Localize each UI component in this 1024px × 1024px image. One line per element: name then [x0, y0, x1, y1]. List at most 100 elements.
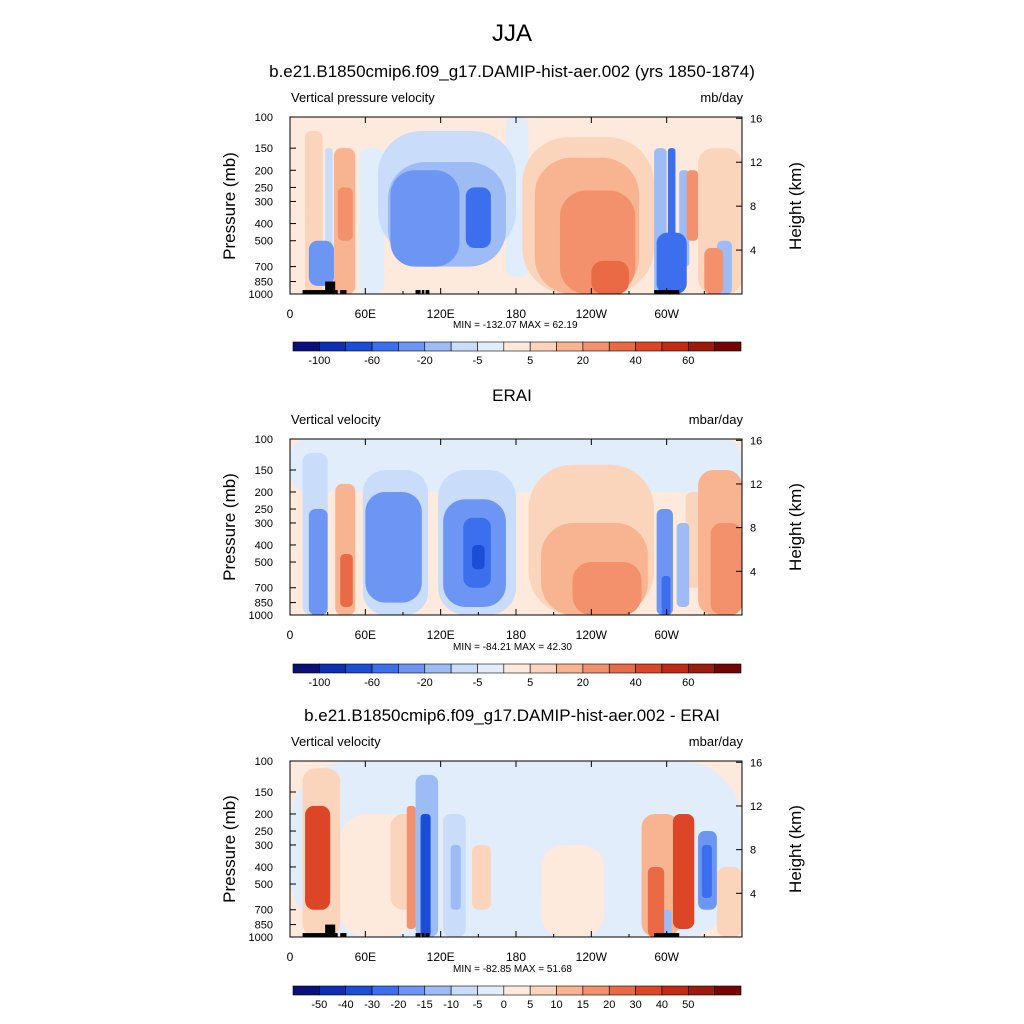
panel-2-min-max: MIN = -84.21 MAX = 42.30 — [453, 642, 572, 653]
panel-2-colorbar-box — [714, 663, 742, 674]
panel-3-colorbar-label: -20 — [390, 999, 406, 1011]
panel-2-colorbar-box — [556, 663, 584, 674]
panel-3-x-tick-label: 0 — [287, 950, 294, 964]
panel-3-colorbar-label: -15 — [417, 999, 433, 1011]
panel-3-x-tick-label: 180 — [506, 950, 526, 964]
panel-1-right-tick-label: 12 — [750, 157, 762, 169]
figure-title: JJA — [491, 20, 532, 47]
panel-1-y-tick-label: 150 — [255, 143, 273, 155]
panel-3-contour-region — [701, 844, 712, 898]
panel-3-y-tick-label: 1000 — [249, 932, 273, 944]
panel-1-terrain — [302, 290, 338, 294]
panel-3-colorbar-box — [345, 985, 373, 996]
panel-3-y-tick-label: 500 — [255, 879, 273, 891]
panel-3-contour-region — [541, 844, 604, 937]
panel-1-y-tick-label: 1000 — [249, 289, 273, 301]
panel-2-colorbar-box — [503, 663, 531, 674]
panel-1-colorbar-box — [582, 341, 610, 352]
panel-3-contour-region — [406, 805, 416, 929]
panel-2-contour-region — [710, 522, 742, 615]
panel-2-x-tick-label: 180 — [506, 628, 526, 642]
panel-3-right-tick-label: 16 — [750, 757, 762, 769]
panel-1-contour-region — [308, 240, 334, 286]
panel-3-terrain — [340, 933, 347, 937]
panel-3-colorbar-label: 50 — [682, 999, 694, 1011]
panel-2-colorbar-box — [687, 663, 715, 674]
panel-3-y-tick-label: 700 — [255, 905, 273, 917]
panel-2-contour-region — [676, 522, 690, 607]
panel-3-colorbar-box — [319, 985, 347, 996]
panel-1-x-tick-label: 120E — [427, 307, 455, 321]
panel-2-x-tick-label: 60E — [355, 628, 376, 642]
panel-2-colorbar-box — [608, 663, 636, 674]
panel-1-colorbar-label: -60 — [364, 355, 380, 367]
panel-1-colorbar-label: 60 — [682, 355, 694, 367]
panel-3-colorbar-box — [687, 985, 715, 996]
panel-3-contour-region — [450, 844, 461, 910]
panel-3-colorbar-box — [398, 985, 426, 996]
panel-2-contour-region — [327, 491, 338, 615]
panel-1-contour-region — [686, 170, 699, 241]
panel-1-colorbar-label: -5 — [473, 355, 483, 367]
panel-1-x-tick-label: 120W — [576, 307, 608, 321]
panel-2-right-tick-label: 4 — [750, 566, 756, 578]
panel-2-colorbar-label: -100 — [308, 677, 330, 689]
panel-3-terrain — [415, 933, 421, 937]
panel-2-contour-region — [425, 491, 439, 615]
panel-1-colorbar-box — [450, 341, 478, 352]
panel-1-right-tick-label: 4 — [750, 245, 756, 257]
panel-2-contour-region — [661, 575, 671, 615]
panel-2-y-tick-label: 300 — [255, 518, 273, 530]
panel-2-y-tick-label: 250 — [255, 504, 273, 516]
panel-3-colorbar-label: 20 — [603, 999, 615, 1011]
panel-3-terrain — [302, 933, 338, 937]
panel-1-y-tick-label: 300 — [255, 196, 273, 208]
panel-3-colorbar-box — [503, 985, 531, 996]
panel-3-y-tick-label: 850 — [255, 920, 273, 932]
panel-1-terrain — [340, 290, 347, 294]
panel-3-y-tick-label: 200 — [255, 809, 273, 821]
panel-1-colorbar-label: -100 — [308, 355, 330, 367]
panel-1-terrain — [425, 290, 430, 294]
panel-2-y-tick-label: 150 — [255, 465, 273, 477]
panel-2-y-tick-label: 850 — [255, 598, 273, 610]
panel-2-contour-region — [472, 544, 485, 570]
panel-3-x-tick-label: 60W — [654, 950, 679, 964]
panel-1-right-tick-label: 8 — [750, 201, 756, 213]
panel-2-y-tick-label: 500 — [255, 557, 273, 569]
panel-1-colorbar-box — [714, 341, 742, 352]
panel-2-x-tick-label: 60W — [654, 628, 679, 642]
panel-3-colorbar-box — [292, 985, 320, 996]
panel-3-contour-region — [420, 813, 431, 937]
panel-1-terrain — [325, 281, 336, 294]
panel-2-contour-region — [290, 439, 742, 492]
panel-1-contour-region — [591, 260, 629, 294]
panel-1-contour-region — [390, 170, 460, 267]
panel-2-y-tick-label: 700 — [255, 583, 273, 595]
panel-3-contour-region — [516, 791, 542, 910]
panel-1-y-tick-label: 700 — [255, 262, 273, 274]
panel-1-colorbar-box — [529, 341, 557, 352]
panel-3-colorbar-label: -50 — [311, 999, 327, 1011]
panel-1-x-tick-label: 60W — [654, 307, 679, 321]
panel-2-colorbar-box — [661, 663, 689, 674]
panel-2-colorbar-box — [424, 663, 452, 674]
panel-3-colorbar-label: -10 — [443, 999, 459, 1011]
panel-3-contour-region — [472, 844, 491, 910]
panel-2-x-tick-label: 0 — [287, 628, 294, 642]
panel-1-colorbar-box — [292, 341, 320, 352]
panel-3-colorbar-label: 10 — [550, 999, 562, 1011]
panel-3-terrain — [425, 933, 430, 937]
panel-2-contour-region — [340, 553, 353, 607]
panel-1-y-tick-label: 850 — [255, 277, 273, 289]
panel-1-colorbar-box — [398, 341, 426, 352]
panel-2-title: ERAI — [492, 386, 532, 405]
panel-3-colorbar-label: 5 — [527, 999, 533, 1011]
panel-1-colorbar-label: 5 — [527, 355, 533, 367]
panel-3-right-tick-label: 4 — [750, 888, 756, 900]
panel-3-colorbar-box — [635, 985, 663, 996]
panel-2-right-tick-label: 16 — [750, 435, 762, 447]
panel-1-y-tick-label: 400 — [255, 219, 273, 231]
panel-1-x-tick-label: 180 — [506, 307, 526, 321]
